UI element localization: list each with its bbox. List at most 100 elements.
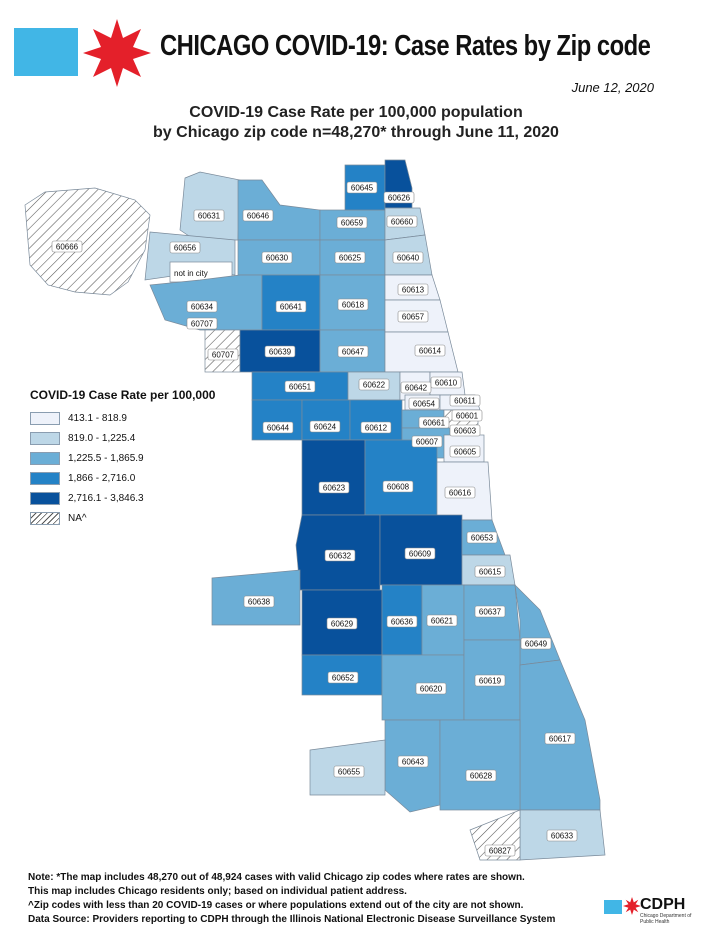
zip-area-60623 bbox=[301, 439, 366, 516]
zip-label-60613: 60613 bbox=[397, 283, 429, 296]
svg-text:60611: 60611 bbox=[454, 397, 476, 406]
zip-area-60608 bbox=[364, 439, 438, 516]
zip-label-60631: 60631 bbox=[193, 209, 225, 222]
zip-label-60617: 60617 bbox=[544, 732, 576, 745]
zip-label-60621: 60621 bbox=[426, 614, 458, 627]
svg-text:60618: 60618 bbox=[342, 301, 365, 310]
svg-text:60655: 60655 bbox=[338, 768, 361, 777]
svg-text:60612: 60612 bbox=[365, 424, 388, 433]
svg-text:60601: 60601 bbox=[456, 412, 479, 421]
zip-label-60656: 60656 bbox=[169, 241, 201, 254]
svg-text:60625: 60625 bbox=[339, 254, 362, 263]
legend-item: 2,716.1 - 3,846.3 bbox=[30, 488, 215, 508]
note-line-1: Note: *The map includes 48,270 out of 48… bbox=[28, 872, 525, 883]
zip-area-60612 bbox=[349, 399, 403, 441]
zip-label-60644: 60644 bbox=[262, 421, 294, 434]
svg-text:60641: 60641 bbox=[280, 303, 303, 312]
legend-item: NA^ bbox=[30, 508, 215, 528]
zip-label-60642: 60642 bbox=[400, 381, 432, 394]
zip-label-60622: 60622 bbox=[358, 378, 390, 391]
cdph-logo: CDPH Chicago Department of Public Health bbox=[604, 894, 692, 928]
zip-area-60649 bbox=[514, 584, 561, 666]
zip-area-60666 bbox=[24, 187, 151, 296]
svg-text:60616: 60616 bbox=[449, 489, 472, 498]
svg-text:60707: 60707 bbox=[212, 351, 235, 360]
zip-area-60631 bbox=[179, 171, 241, 241]
zip-label-60660: 60660 bbox=[386, 215, 418, 228]
svg-text:60637: 60637 bbox=[479, 608, 502, 617]
svg-text:60619: 60619 bbox=[479, 677, 502, 686]
svg-text:60631: 60631 bbox=[198, 212, 221, 221]
svg-text:60645: 60645 bbox=[351, 184, 374, 193]
legend-swatch bbox=[30, 431, 60, 445]
zip-label-60651: 60651 bbox=[284, 380, 316, 393]
svg-text:60636: 60636 bbox=[391, 618, 414, 627]
zip-label-60620: 60620 bbox=[415, 682, 447, 695]
header: CHICAGO COVID-19: Case Rates by Zip code… bbox=[0, 0, 712, 95]
svg-text:60638: 60638 bbox=[248, 598, 271, 607]
svg-text:60628: 60628 bbox=[470, 772, 493, 781]
zip-label-60625: 60625 bbox=[334, 251, 366, 264]
zip-label-60633: 60633 bbox=[546, 829, 578, 842]
zip-label-60643: 60643 bbox=[397, 755, 429, 768]
logo-star-icon bbox=[623, 897, 641, 915]
svg-text:60652: 60652 bbox=[332, 674, 355, 683]
legend-swatch bbox=[30, 451, 60, 465]
zip-label-60707: 60707 bbox=[207, 348, 239, 361]
legend-item: 819.0 - 1,225.4 bbox=[30, 428, 215, 448]
svg-text:60647: 60647 bbox=[342, 348, 365, 357]
zip-label-60632: 60632 bbox=[324, 549, 356, 562]
zip-label-60707: 60707 bbox=[186, 317, 218, 330]
zip-label-60649: 60649 bbox=[520, 637, 552, 650]
zip-label-60603: 60603 bbox=[449, 424, 481, 437]
zip-label-60610: 60610 bbox=[430, 376, 462, 389]
svg-text:60639: 60639 bbox=[269, 348, 292, 357]
note-line-4: Data Source: Providers reporting to CDPH… bbox=[28, 914, 556, 925]
zip-label-60616: 60616 bbox=[444, 486, 476, 499]
legend-label: 819.0 - 1,225.4 bbox=[68, 432, 136, 444]
zip-label-60608: 60608 bbox=[382, 480, 414, 493]
svg-text:60605: 60605 bbox=[454, 448, 477, 457]
svg-text:60622: 60622 bbox=[363, 381, 386, 390]
legend-label: NA^ bbox=[68, 512, 87, 524]
zip-area-60628 bbox=[439, 719, 521, 811]
legend-swatch bbox=[30, 491, 60, 505]
svg-text:60653: 60653 bbox=[471, 534, 494, 543]
legend-item: 1,225.5 - 1,865.9 bbox=[30, 448, 215, 468]
svg-text:60661: 60661 bbox=[423, 419, 446, 428]
legend-item: 413.1 - 818.9 bbox=[30, 408, 215, 428]
svg-text:60643: 60643 bbox=[402, 758, 425, 767]
map-title-line2: by Chicago zip code n=48,270* through Ju… bbox=[153, 124, 559, 141]
zip-label-60638: 60638 bbox=[243, 595, 275, 608]
zip-label-60645: 60645 bbox=[346, 181, 378, 194]
svg-text:60707: 60707 bbox=[191, 320, 214, 329]
zip-label-60623: 60623 bbox=[318, 481, 350, 494]
not-in-city-label: not in city bbox=[174, 269, 208, 278]
report-date: June 12, 2020 bbox=[571, 80, 654, 95]
zip-label-60654: 60654 bbox=[408, 397, 440, 410]
zip-label-60652: 60652 bbox=[327, 671, 359, 684]
logo-subtitle: Chicago Department of Public Health bbox=[640, 913, 692, 925]
svg-text:60613: 60613 bbox=[402, 286, 425, 295]
legend-swatch bbox=[30, 471, 60, 485]
zip-label-60628: 60628 bbox=[465, 769, 497, 782]
svg-text:60657: 60657 bbox=[402, 313, 425, 322]
svg-text:60624: 60624 bbox=[314, 423, 337, 432]
flag-blue-block bbox=[14, 28, 78, 76]
logo-name: CDPH bbox=[640, 896, 686, 913]
zip-label-60609: 60609 bbox=[404, 547, 436, 560]
zip-label-60611: 60611 bbox=[449, 394, 481, 407]
zip-label-60666: 60666 bbox=[51, 240, 83, 253]
legend-label: 1,866 - 2,716.0 bbox=[68, 472, 136, 484]
zip-label-60615: 60615 bbox=[474, 565, 506, 578]
svg-text:60603: 60603 bbox=[454, 427, 477, 436]
legend-label: 1,225.5 - 1,865.9 bbox=[68, 452, 144, 464]
logo-blue-square bbox=[604, 900, 622, 914]
svg-text:60632: 60632 bbox=[329, 552, 352, 561]
zip-label-60612: 60612 bbox=[360, 421, 392, 434]
legend-item: 1,866 - 2,716.0 bbox=[30, 468, 215, 488]
svg-text:60621: 60621 bbox=[431, 617, 454, 626]
zip-label-60646: 60646 bbox=[242, 209, 274, 222]
svg-text:60620: 60620 bbox=[420, 685, 443, 694]
legend-swatch bbox=[30, 411, 60, 425]
